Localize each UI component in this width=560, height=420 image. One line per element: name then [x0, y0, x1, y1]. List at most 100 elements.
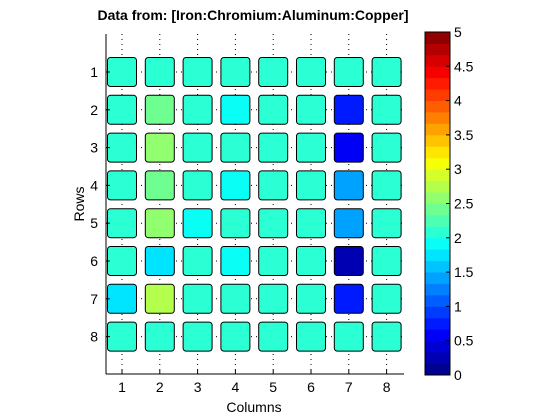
heatmap-cell [296, 57, 326, 87]
x-ticks: 1 2 3 4 5 6 7 8 [118, 370, 391, 395]
heatmap-cell [258, 170, 289, 201]
heatmap-cell [258, 94, 289, 125]
heatmap-cell [107, 208, 137, 239]
heatmap-cell [107, 246, 137, 276]
heatmap-cell [220, 94, 251, 125]
heatmap-cell [371, 132, 402, 163]
heatmap-cell [258, 283, 289, 314]
colorbar-tick-label: 5 [454, 24, 462, 40]
heatmap-cell [107, 170, 137, 201]
heatmap-cell [144, 94, 175, 125]
heatmap-cell [333, 208, 364, 239]
colorbar-band [425, 146, 450, 159]
grid-lines [106, 34, 404, 374]
heatmap-cell [333, 246, 364, 276]
heatmap-cell [182, 321, 213, 352]
heatmap-cell [333, 57, 364, 87]
heatmap-cell [333, 94, 364, 125]
colorbar-band [425, 32, 450, 44]
heatmap-cell [182, 208, 213, 239]
heatmap-cell [258, 321, 289, 352]
heatmap-cell [220, 246, 251, 276]
colorbar: 0 0.5 1 1.5 2 2.5 3 3.5 4 4.5 5 [424, 24, 474, 383]
colorbar-band [425, 340, 450, 353]
colorbar-band [425, 77, 450, 90]
colorbar-tick-label: 0 [454, 367, 462, 383]
colorbar-tick-label: 1.5 [454, 264, 474, 280]
colorbar-band [425, 283, 450, 296]
colorbar-band [425, 43, 450, 56]
heatmap-cell [107, 94, 137, 125]
heatmap-cell [258, 246, 289, 276]
colorbar-tick-label: 4 [454, 93, 462, 109]
heatmap-cell [107, 57, 137, 87]
colorbar-band [425, 180, 450, 193]
heatmap-cell [296, 94, 326, 125]
heatmap-cell [220, 170, 251, 201]
heatmap-cell [220, 208, 251, 239]
cells [107, 57, 402, 352]
colorbar-bands [425, 32, 450, 376]
colorbar-tick-label: 2.5 [454, 196, 474, 212]
colorbar-band [425, 249, 450, 262]
chart-title: Data from: [Iron:Chromium:Aluminum:Coppe… [97, 7, 408, 23]
colorbar-band [425, 306, 450, 319]
colorbar-tick-label: 4.5 [454, 58, 474, 74]
y-tick-label: 7 [90, 291, 98, 307]
colorbar-band [425, 157, 450, 170]
heatmap-cell [182, 283, 213, 314]
heatmap-cell [220, 57, 251, 87]
heatmap-cell [296, 321, 326, 352]
colorbar-band [425, 169, 450, 182]
heatmap-cell [371, 94, 402, 125]
heatmap-cell [258, 208, 289, 239]
heatmap-cell [371, 57, 402, 87]
colorbar-band [425, 329, 450, 342]
colorbar-band [425, 112, 450, 124]
heatmap-cell [258, 132, 289, 163]
heatmap-cell [144, 283, 175, 314]
heatmap-cell [371, 283, 402, 314]
heatmap-cell [107, 132, 137, 163]
heatmap-cell [144, 132, 175, 163]
heatmap-cell [258, 57, 289, 87]
colorbar-band [425, 317, 450, 330]
heatmap-cell [220, 132, 251, 163]
heatmap-cell [371, 246, 402, 276]
colorbar-tick-label: 3.5 [454, 127, 474, 143]
y-axis-label: Rows [71, 186, 87, 221]
colorbar-tick-label: 3 [454, 161, 462, 177]
heatmap-cell [182, 170, 213, 201]
heatmap-cell [220, 321, 251, 352]
colorbar-ticks: 0 0.5 1 1.5 2 2.5 3 3.5 4 4.5 5 [446, 24, 474, 383]
colorbar-band [425, 66, 450, 79]
y-tick-label: 6 [90, 253, 98, 269]
colorbar-tick-label: 0.5 [454, 333, 474, 349]
colorbar-band [425, 214, 450, 227]
x-tick-label: 4 [232, 379, 240, 395]
x-tick-label: 2 [156, 379, 164, 395]
heatmap-cell [107, 321, 137, 352]
x-tick-label: 1 [118, 379, 126, 395]
y-tick-label: 1 [90, 64, 98, 80]
heatmap-cell [182, 132, 213, 163]
colorbar-band [425, 192, 450, 204]
y-tick-label: 2 [90, 102, 98, 118]
colorbar-band [425, 363, 450, 376]
colorbar-band [425, 54, 450, 67]
heatmap-cell [296, 132, 326, 163]
heatmap-cell [333, 321, 364, 352]
colorbar-band [425, 89, 450, 101]
y-tick-label: 5 [90, 215, 98, 231]
heatmap-cell [333, 132, 364, 163]
x-tick-label: 8 [383, 379, 391, 395]
y-ticks: 1 2 3 4 5 6 7 8 [90, 64, 110, 345]
x-axis-label: Columns [226, 399, 281, 415]
colorbar-band [425, 123, 450, 136]
colorbar-band [425, 237, 450, 250]
colorbar-band [425, 100, 450, 113]
heatmap-cell [333, 170, 364, 201]
heatmap-cell [296, 208, 326, 239]
heatmap-cell [371, 170, 402, 201]
heatmap-cell [144, 57, 175, 87]
